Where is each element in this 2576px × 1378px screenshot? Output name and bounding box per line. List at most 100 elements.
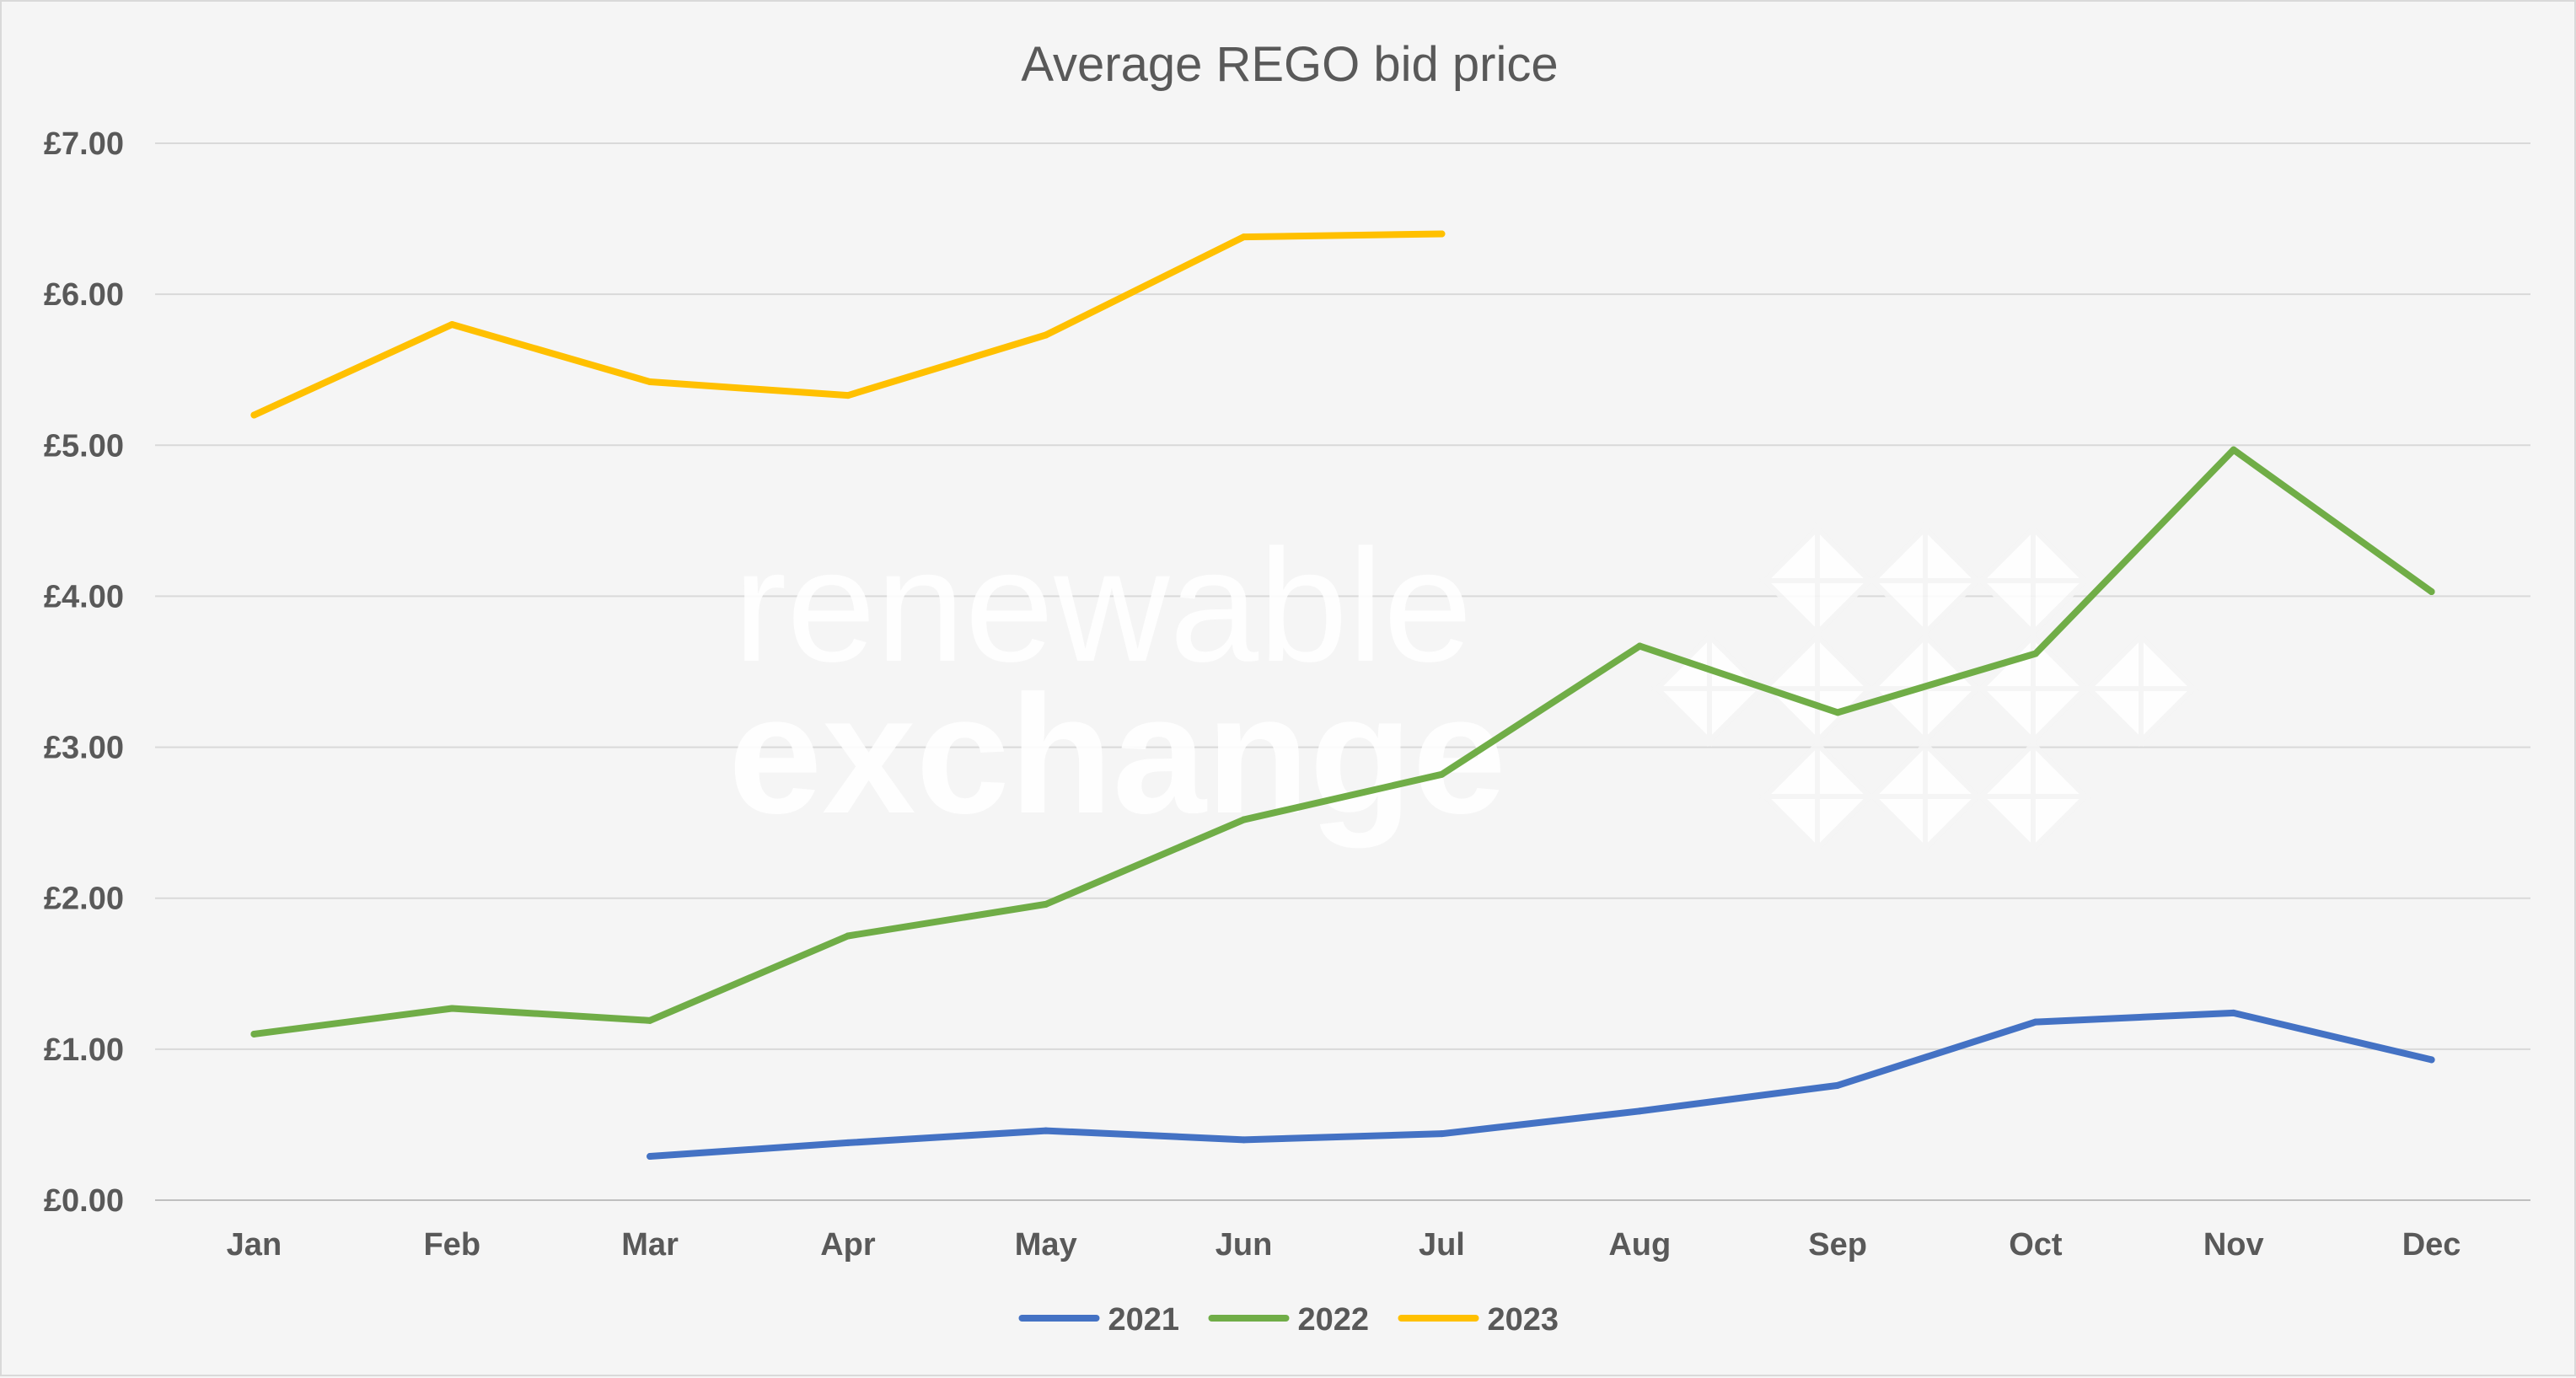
logo-triangle [2031, 794, 2092, 855]
logo-triangle [1866, 630, 1928, 691]
logo-triangle [1815, 522, 1876, 583]
logo-triangle [1815, 737, 1876, 799]
legend-item-2021: 2021 [1018, 1302, 1180, 1338]
x-tick-label: Feb [423, 1227, 480, 1263]
data-point-2022-Jul [1438, 770, 1446, 778]
x-tick-label: Jun [1216, 1227, 1273, 1263]
y-tick-label: £1.00 [44, 1032, 124, 1068]
logo-triangle [1815, 630, 1876, 691]
data-point-2022-May [1042, 900, 1049, 908]
y-tick-label: £3.00 [44, 731, 124, 766]
x-tick-label: Oct [2009, 1227, 2063, 1263]
logo-triangle [1974, 578, 2036, 640]
y-tick-label: £5.00 [44, 428, 124, 464]
logo-triangle [1758, 794, 1820, 855]
logo-triangle [2031, 522, 2092, 583]
data-point-2021-Aug [1636, 1107, 1644, 1115]
logo-triangle [1866, 522, 1928, 583]
y-axis-ticks: £0.00 £1.00 £2.00 £3.00 £4.00 £5.00 £6.00 £7.00 [44, 126, 124, 1219]
data-point-2022-Mar [647, 1016, 654, 1024]
data-point-2021-Dec [2428, 1056, 2435, 1064]
y-tick-label: £0.00 [44, 1183, 124, 1219]
logo-triangle [1758, 578, 1820, 640]
logo-triangle [1815, 794, 1876, 855]
data-point-2021-Sep [1834, 1081, 1842, 1089]
data-point-2022-Jun [1240, 816, 1248, 823]
gridlines [155, 142, 2530, 1201]
legend-label: 2021 [1108, 1302, 1180, 1338]
logo-triangle [1815, 686, 1876, 748]
logo-triangle [2031, 737, 2092, 799]
logo-triangle [2082, 630, 2144, 691]
x-tick-label: Nov [2203, 1227, 2264, 1263]
logo-triangle [1974, 686, 2036, 748]
x-tick-label: Apr [820, 1227, 876, 1263]
data-point-2021-May [1042, 1127, 1049, 1134]
series-line-2022 [250, 446, 2435, 1038]
data-point-2021-Apr [844, 1139, 851, 1146]
logo-triangle [1923, 686, 1984, 748]
x-tick-label: Jul [1419, 1227, 1465, 1263]
data-point-2022-Aug [1636, 642, 1644, 650]
logo-triangle [1923, 794, 1984, 855]
legend-item-2023: 2023 [1398, 1302, 1559, 1338]
chart-title: Average REGO bid price [1021, 37, 1558, 92]
series-line-2023 [250, 230, 1446, 419]
diamond-triangles-logo-icon [1650, 522, 2200, 855]
legend-label: 2023 [1488, 1302, 1559, 1338]
watermark-line2: exchange [728, 661, 1506, 849]
x-tick-label: Sep [1808, 1227, 1867, 1263]
logo-triangle [1866, 737, 1928, 799]
logo-triangle [1707, 686, 1768, 748]
logo-triangle [1923, 578, 1984, 640]
logo-triangle [1923, 522, 1984, 583]
data-point-2023-Jun [1240, 233, 1248, 241]
x-tick-label: May [1015, 1227, 1077, 1263]
logo-triangle [1974, 737, 2036, 799]
x-tick-label: Aug [1608, 1227, 1671, 1263]
logo-triangle [1815, 578, 1876, 640]
data-point-2021-Jun [1240, 1136, 1248, 1144]
data-point-2023-Apr [844, 392, 851, 399]
data-point-2023-Mar [647, 378, 654, 386]
logo-triangle [1974, 794, 2036, 855]
y-tick-label: £2.00 [44, 882, 124, 917]
legend-item-2022: 2022 [1208, 1302, 1370, 1338]
data-point-2023-Feb [448, 320, 456, 328]
series-lines [250, 230, 2435, 1161]
data-point-2023-Jan [250, 411, 258, 419]
logo-triangle [2031, 686, 2092, 748]
legend-label: 2022 [1298, 1302, 1370, 1338]
watermark: renewable exchange [728, 517, 2200, 855]
data-point-2021-Nov [2230, 1009, 2237, 1016]
logo-triangle [2031, 578, 2092, 640]
logo-triangle [2139, 686, 2200, 748]
data-point-2021-Mar [647, 1153, 654, 1161]
logo-triangle [1923, 737, 1984, 799]
data-point-2022-Dec [2428, 588, 2435, 596]
x-axis-ticks: Jan Feb Mar Apr May Jun Jul Aug Sep Oct Nov Dec [227, 1227, 2461, 1263]
logo-triangle [1650, 686, 1712, 748]
legend: 2021 2022 2023 [1018, 1302, 1559, 1338]
data-point-2021-Oct [2031, 1018, 2039, 1026]
watermark-line1: renewable [733, 517, 1473, 695]
data-point-2022-Nov [2230, 446, 2237, 453]
logo-triangle [1758, 630, 1820, 691]
logo-triangle [1866, 794, 1928, 855]
logo-triangle [1758, 522, 1820, 583]
logo-triangle [1974, 522, 2036, 583]
x-tick-label: Dec [2402, 1227, 2461, 1263]
y-tick-label: £6.00 [44, 277, 124, 313]
series-line-2021 [647, 1009, 2435, 1161]
logo-triangle [1758, 737, 1820, 799]
logo-triangle [2082, 686, 2144, 748]
data-point-2022-Feb [448, 1005, 456, 1012]
data-point-2022-Jan [250, 1030, 258, 1038]
data-point-2021-Jul [1438, 1130, 1446, 1138]
data-point-2022-Sep [1834, 709, 1842, 716]
logo-triangle [1866, 578, 1928, 640]
data-point-2023-Jul [1438, 230, 1446, 238]
x-tick-label: Mar [621, 1227, 679, 1263]
